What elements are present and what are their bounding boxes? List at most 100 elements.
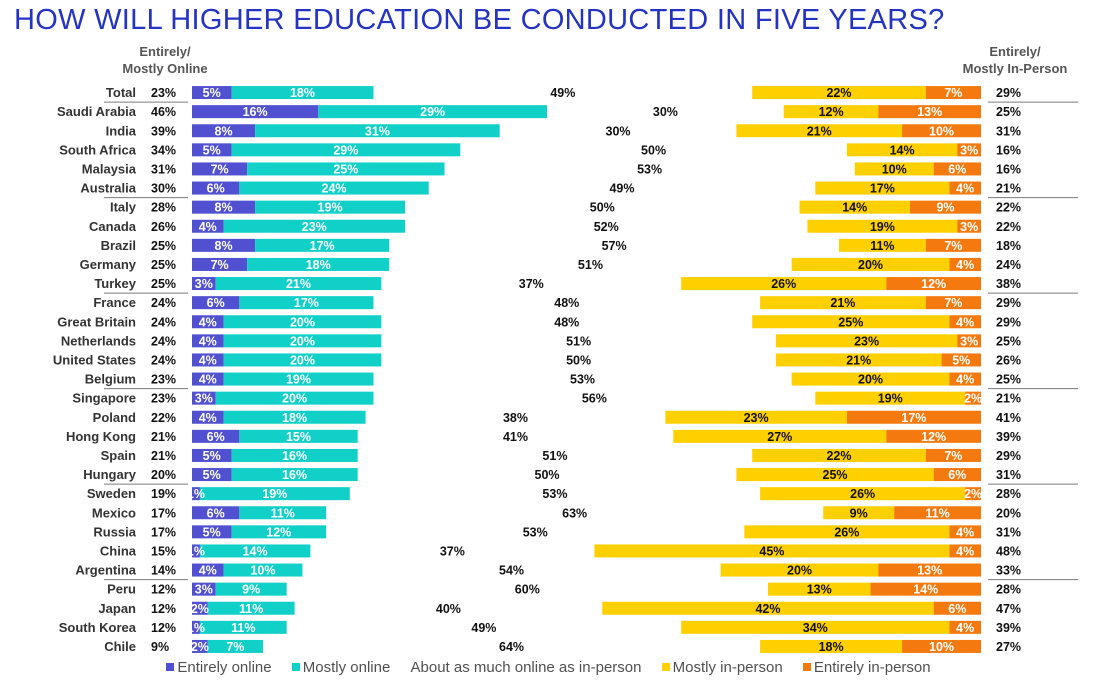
country-label-brazil: Brazil [101, 238, 136, 253]
bar-mostly-online-saudi-arabia [318, 105, 548, 119]
online-total-poland: 22% [151, 411, 176, 425]
bar-entirely-online-india [192, 124, 256, 138]
country-label-argentina: Argentina [75, 563, 136, 578]
country-label-canada: Canada [89, 219, 137, 234]
label-entirely-inperson-brazil: 7% [944, 239, 962, 253]
country-label-hungary: Hungary [83, 467, 137, 482]
bar-entirely-inperson-italy [909, 200, 981, 214]
country-label-south-korea: South Korea [59, 620, 137, 635]
bar-entirely-inperson-canada [957, 219, 981, 233]
label-about-as-much-turkey: 37% [519, 277, 544, 291]
label-mostly-inperson-germany: 20% [858, 258, 883, 272]
label-about-as-much-chile: 64% [499, 640, 524, 654]
label-mostly-online-turkey: 21% [286, 277, 311, 291]
inperson-total-singapore: 21% [996, 392, 1021, 406]
bar-mostly-inperson-malaysia [854, 162, 934, 176]
bar-entirely-online-poland [192, 410, 224, 424]
inperson-total-spain: 29% [996, 449, 1021, 463]
inperson-total-mexico: 20% [996, 506, 1021, 520]
online-total-canada: 26% [151, 220, 176, 234]
inperson-total-italy: 22% [996, 201, 1021, 215]
bar-entirely-inperson-peru [870, 582, 981, 596]
country-label-mexico: Mexico [92, 505, 136, 520]
label-mostly-inperson-spain: 22% [826, 449, 851, 463]
bar-mostly-inperson-total [752, 86, 926, 100]
label-about-as-much-peru: 60% [515, 583, 540, 597]
bar-entirely-online-russia [192, 525, 232, 539]
bar-entirely-online-south-africa [192, 143, 232, 157]
label-mostly-inperson-singapore: 19% [878, 392, 903, 406]
online-total-brazil: 25% [151, 239, 176, 253]
bar-mostly-inperson-hong-kong [673, 429, 887, 443]
bar-entirely-inperson-belgium [949, 372, 981, 386]
label-entirely-inperson-south-korea: 4% [956, 621, 974, 635]
legend-swatch-mostly-inperson [661, 663, 670, 671]
label-entirely-inperson-spain: 7% [944, 449, 962, 463]
label-entirely-online-canada: 4% [199, 220, 217, 234]
online-total-france: 24% [151, 296, 176, 310]
label-entirely-inperson-hong-kong: 12% [921, 430, 946, 444]
label-mostly-online-netherlands: 20% [290, 334, 315, 348]
inperson-total-russia: 31% [996, 525, 1021, 539]
label-mostly-inperson-united-states: 21% [846, 353, 871, 367]
bar-entirely-inperson-south-africa [957, 143, 981, 157]
legend-swatch-entirely-inperson [802, 663, 811, 671]
label-mostly-online-hong-kong: 15% [286, 430, 311, 444]
legend-item-entirely-online: Entirely online [166, 659, 272, 676]
label-entirely-online-japan: 2% [191, 602, 209, 616]
country-label-total: Total [106, 85, 136, 100]
online-header-line-2: Mostly Online [122, 61, 208, 76]
bar-entirely-online-hungary [192, 468, 232, 482]
label-about-as-much-netherlands: 51% [566, 334, 591, 348]
label-mostly-inperson-argentina: 20% [787, 564, 812, 578]
bar-entirely-inperson-total [925, 86, 981, 100]
label-entirely-online-france: 6% [207, 296, 225, 310]
bar-mostly-online-united-states [223, 353, 382, 367]
label-mostly-inperson-turkey: 26% [771, 277, 796, 291]
inperson-total-chile: 27% [996, 640, 1021, 654]
country-label-chile: Chile [104, 639, 136, 654]
label-entirely-online-hungary: 5% [203, 468, 221, 482]
label-about-as-much-germany: 51% [578, 258, 603, 272]
label-entirely-inperson-argentina: 13% [917, 564, 942, 578]
label-about-as-much-france: 48% [554, 296, 579, 310]
inperson-total-hong-kong: 39% [996, 430, 1021, 444]
inperson-total-great-britain: 29% [996, 315, 1021, 329]
bar-entirely-online-netherlands [192, 334, 224, 348]
label-entirely-online-peru: 3% [195, 583, 213, 597]
bar-entirely-online-chile [192, 639, 208, 653]
label-mostly-online-saudi-arabia: 29% [420, 105, 445, 119]
inperson-total-australia: 21% [996, 182, 1021, 196]
bar-mostly-online-canada [223, 219, 406, 233]
label-about-as-much-canada: 52% [594, 220, 619, 234]
label-mostly-online-france: 17% [294, 296, 319, 310]
label-entirely-inperson-south-africa: 3% [960, 143, 978, 157]
online-total-south-africa: 34% [151, 143, 176, 157]
label-about-as-much-argentina: 54% [499, 564, 524, 578]
label-entirely-online-malaysia: 7% [211, 162, 229, 176]
legend-swatch-entirely-online [166, 663, 175, 671]
bar-entirely-inperson-india [902, 124, 981, 138]
label-mostly-online-japan: 11% [239, 602, 263, 616]
label-entirely-inperson-total: 7% [944, 86, 962, 100]
bar-entirely-online-canada [192, 219, 224, 233]
label-about-as-much-total: 49% [550, 86, 575, 100]
label-entirely-inperson-belgium: 4% [956, 373, 974, 387]
label-entirely-online-australia: 6% [207, 182, 225, 196]
bar-entirely-inperson-malaysia [933, 162, 981, 176]
online-total-south-korea: 12% [151, 621, 176, 635]
label-entirely-inperson-sweden: 2% [964, 487, 982, 501]
label-mostly-inperson-canada: 19% [870, 220, 895, 234]
label-entirely-online-brazil: 8% [215, 239, 233, 253]
bar-entirely-online-great-britain [192, 315, 224, 329]
bar-entirely-online-argentina [192, 563, 224, 577]
inperson-total-hungary: 31% [996, 468, 1021, 482]
bar-entirely-inperson-germany [949, 257, 981, 271]
label-mostly-online-china: 14% [243, 544, 268, 558]
bar-mostly-inperson-france [760, 296, 926, 310]
label-about-as-much-south-africa: 50% [641, 143, 666, 157]
label-entirely-online-south-korea: 1% [187, 621, 205, 635]
country-label-singapore: Singapore [72, 391, 136, 406]
label-about-as-much-hong-kong: 41% [503, 430, 528, 444]
